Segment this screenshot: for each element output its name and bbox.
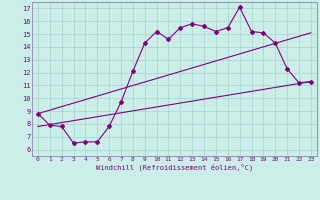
- X-axis label: Windchill (Refroidissement éolien,°C): Windchill (Refroidissement éolien,°C): [96, 164, 253, 171]
